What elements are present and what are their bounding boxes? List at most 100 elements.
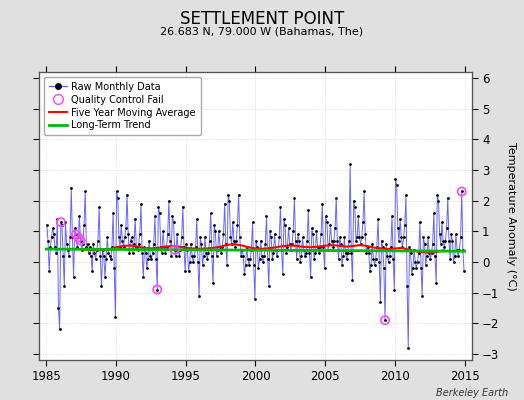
Point: [50, 231, 58, 238]
Point: [395, 237, 403, 244]
Point: [451, 253, 459, 259]
Point: [374, 216, 382, 222]
Point: [407, 250, 415, 256]
Point: [282, 250, 290, 256]
Point: [182, 240, 191, 247]
Point: [287, 246, 295, 253]
Point: [413, 259, 422, 265]
Point: [418, 292, 427, 299]
Point: [456, 234, 465, 241]
Point: [398, 244, 407, 250]
Point: [352, 237, 360, 244]
Point: [411, 259, 419, 265]
Point: [383, 253, 391, 259]
Point: [75, 213, 84, 219]
Point: [104, 250, 113, 256]
Point: [290, 194, 299, 201]
Point: [84, 250, 93, 256]
Point: [254, 265, 263, 271]
Point: [212, 253, 221, 259]
Point: [149, 240, 158, 247]
Point: [248, 219, 257, 225]
Legend: Raw Monthly Data, Quality Control Fail, Five Year Moving Average, Long-Term Tren: Raw Monthly Data, Quality Control Fail, …: [44, 77, 201, 135]
Point: [365, 250, 373, 256]
Point: [96, 253, 104, 259]
Point: [444, 194, 452, 201]
Point: [45, 268, 53, 274]
Point: [228, 219, 237, 225]
Point: [174, 246, 182, 253]
Point: [225, 198, 234, 204]
Point: [77, 237, 85, 244]
Point: [344, 250, 352, 256]
Point: [332, 194, 341, 201]
Point: [330, 237, 338, 244]
Point: [66, 234, 74, 241]
Point: [213, 246, 222, 253]
Point: [189, 259, 198, 265]
Point: [77, 237, 85, 244]
Point: [389, 256, 397, 262]
Point: [245, 262, 253, 268]
Point: [412, 265, 421, 271]
Point: [340, 234, 348, 241]
Point: [180, 244, 188, 250]
Point: [47, 234, 56, 241]
Point: [438, 219, 446, 225]
Point: [167, 253, 176, 259]
Point: [258, 253, 266, 259]
Point: [296, 259, 304, 265]
Point: [46, 244, 54, 250]
Point: [281, 222, 289, 228]
Point: [226, 234, 235, 241]
Point: [432, 280, 440, 287]
Point: [414, 250, 423, 256]
Point: [253, 244, 261, 250]
Point: [204, 250, 213, 256]
Point: [131, 216, 139, 222]
Point: [100, 253, 108, 259]
Point: [44, 237, 52, 244]
Point: [72, 231, 80, 238]
Point: [361, 231, 369, 238]
Point: [337, 240, 345, 247]
Point: [405, 244, 413, 250]
Point: [460, 268, 468, 274]
Point: [364, 244, 372, 250]
Point: [320, 265, 329, 271]
Point: [136, 231, 144, 238]
Point: [190, 253, 199, 259]
Point: [95, 204, 103, 210]
Point: [448, 237, 456, 244]
Point: [453, 246, 461, 253]
Point: [301, 253, 309, 259]
Point: [382, 240, 390, 247]
Point: [145, 237, 154, 244]
Point: [122, 225, 130, 232]
Point: [408, 271, 416, 278]
Point: [302, 250, 310, 256]
Point: [446, 256, 454, 262]
Point: [377, 237, 386, 244]
Point: [431, 253, 439, 259]
Point: [162, 244, 171, 250]
Point: [205, 237, 214, 244]
Point: [140, 244, 149, 250]
Point: [288, 240, 296, 247]
Point: [372, 256, 380, 262]
Point: [345, 237, 353, 244]
Point: [303, 237, 311, 244]
Point: [137, 200, 145, 207]
Point: [317, 231, 325, 238]
Point: [103, 234, 112, 241]
Point: [264, 256, 272, 262]
Point: [318, 200, 326, 207]
Point: [144, 256, 152, 262]
Point: [222, 240, 230, 247]
Point: [127, 234, 136, 241]
Point: [185, 259, 194, 265]
Point: [130, 240, 138, 247]
Point: [309, 231, 317, 238]
Point: [419, 234, 428, 241]
Point: [230, 237, 238, 244]
